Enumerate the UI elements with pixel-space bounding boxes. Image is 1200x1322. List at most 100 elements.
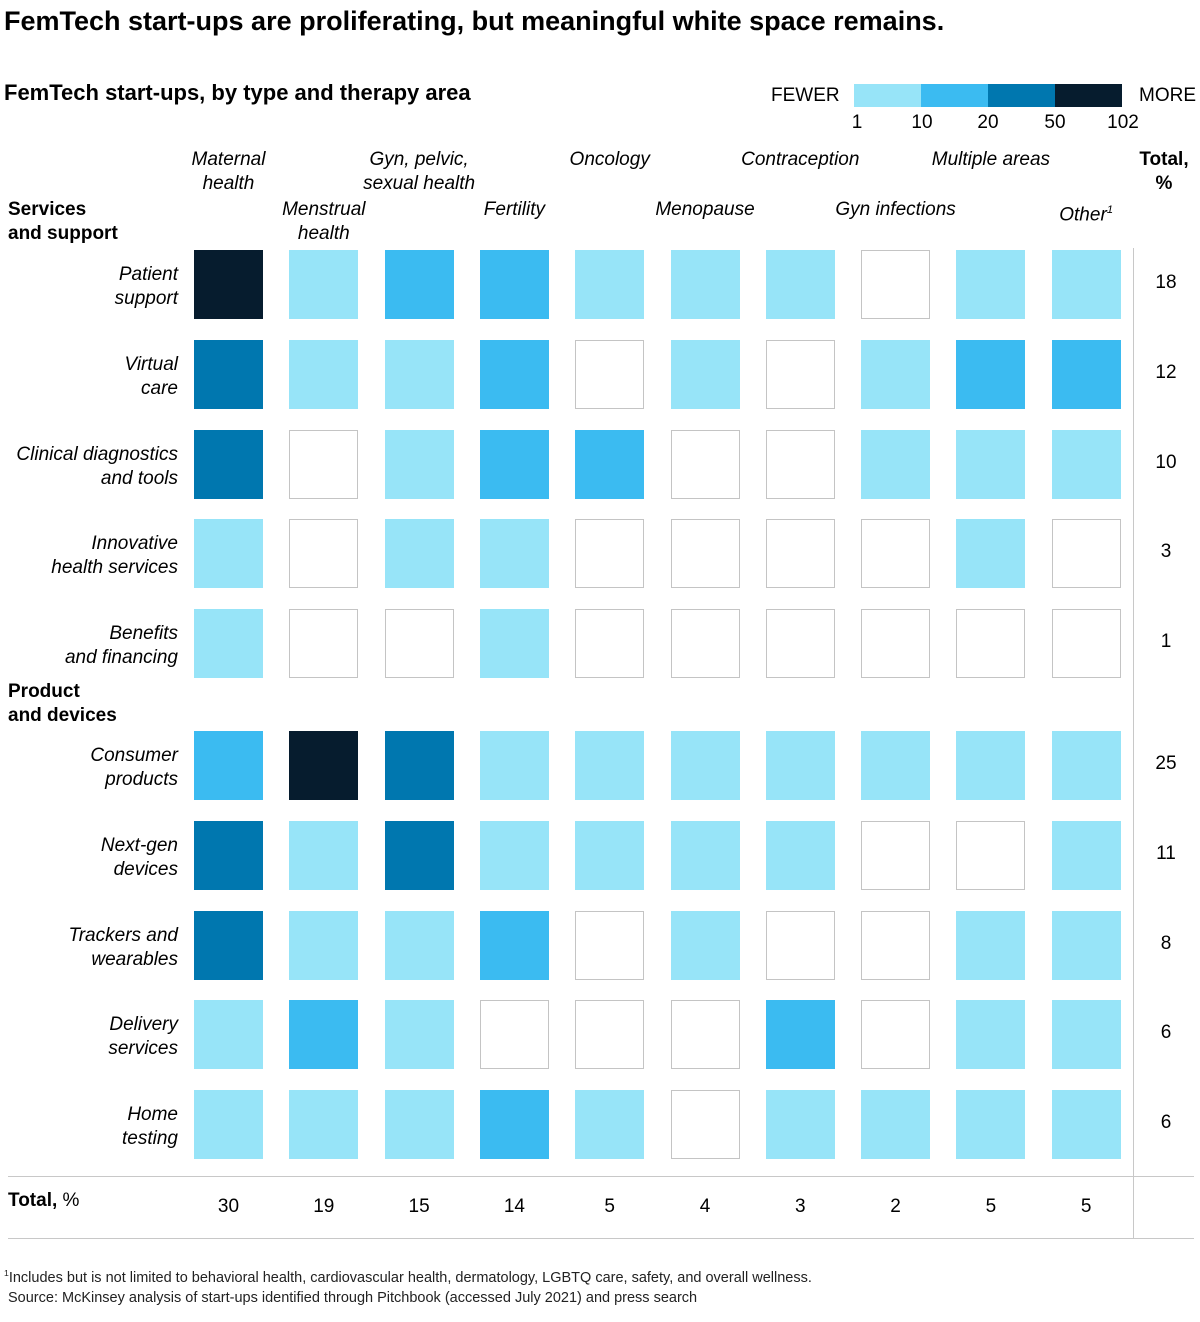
- column-header-line2: health: [202, 173, 255, 194]
- column-header-3: Gyn, pelvic, sexual health: [339, 148, 499, 196]
- heatmap-cell: [384, 430, 454, 499]
- heatmap-cell: [289, 1090, 359, 1159]
- heatmap-cell: [765, 340, 835, 409]
- row-label-line2: care: [141, 378, 178, 399]
- row-label-line2: wearables: [91, 949, 178, 970]
- heatmap-cell: [384, 911, 454, 980]
- heatmap-cell: [670, 731, 740, 800]
- row-total: 8: [1160, 933, 1172, 954]
- heatmap-cell: [289, 609, 359, 678]
- heatmap-cell: [861, 340, 931, 409]
- heatmap-cell: [479, 1000, 549, 1069]
- section-label-1: Services and support: [8, 198, 118, 246]
- heatmap-cell: [384, 609, 454, 678]
- column-header-line1: Multiple areas: [931, 149, 1051, 170]
- heatmap-cell: [384, 519, 454, 588]
- total-row-label-bold: Total,: [8, 1190, 58, 1211]
- heatmap-cell: [1051, 731, 1121, 800]
- column-header-line2: sexual health: [363, 173, 476, 194]
- column-header-line1: Contraception: [741, 149, 860, 170]
- heatmap-cell: [575, 609, 645, 678]
- heatmap-cell: [1051, 430, 1121, 499]
- heatmap-cell: [1051, 250, 1121, 319]
- column-header-line2: health: [297, 223, 350, 244]
- heatmap-cell: [765, 821, 835, 890]
- footnote-1: 1Includes but is not limited to behavior…: [4, 1268, 812, 1286]
- heatmap-cell: [861, 821, 931, 890]
- heatmap-cell: [289, 250, 359, 319]
- total-row-label-unit: %: [57, 1190, 80, 1211]
- column-header-line1: Gyn, pelvic,: [369, 149, 469, 170]
- heatmap-cell: [670, 519, 740, 588]
- heatmap-cell: [575, 519, 645, 588]
- heatmap-cell: [765, 1090, 835, 1159]
- heatmap-cell: [479, 1090, 549, 1159]
- footnote-1-marker: 1: [4, 1268, 9, 1278]
- heatmap-cell: [289, 731, 359, 800]
- total-column-header: Total, %: [1114, 148, 1200, 196]
- heatmap-cell: [1051, 1000, 1121, 1069]
- column-total-2: 19: [313, 1196, 335, 1217]
- heatmap-cell: [956, 340, 1026, 409]
- section-label-line2: and support: [8, 223, 118, 244]
- heatmap-cell: [289, 911, 359, 980]
- row-label-line1: Next-gen: [100, 835, 178, 856]
- row-label-line2: and financing: [64, 647, 178, 668]
- heatmap-cell: [670, 430, 740, 499]
- heatmap-cell: [194, 430, 263, 499]
- heatmap-cell: [479, 731, 549, 800]
- section-label-line2: and devices: [8, 705, 117, 726]
- heatmap-cell: [956, 519, 1026, 588]
- chart-subtitle: FemTech start-ups, by type and therapy a…: [4, 80, 471, 105]
- row-label-line2: services: [108, 1038, 178, 1059]
- row-label-line2: testing: [122, 1128, 178, 1149]
- heatmap-cell: [956, 1000, 1026, 1069]
- heatmap-cell: [670, 250, 740, 319]
- row-label: Benefits and financing: [0, 622, 178, 670]
- heatmap-cell: [1051, 340, 1121, 409]
- heatmap-cell: [670, 821, 740, 890]
- column-total-6: 4: [699, 1196, 711, 1217]
- heatmap-cell: [861, 519, 931, 588]
- row-label: Patient support: [0, 263, 178, 311]
- legend-fewer-label: FEWER: [771, 85, 840, 106]
- heatmap-cell: [575, 731, 645, 800]
- row-label-line2: products: [105, 769, 178, 790]
- column-header-line1: Menopause: [655, 199, 755, 220]
- row-label: Virtual care: [0, 353, 178, 401]
- row-label-line1: Clinical diagnostics: [16, 444, 178, 465]
- row-label-line2: health services: [51, 557, 178, 578]
- heatmap-cell: [956, 430, 1026, 499]
- row-label: Clinical diagnostics and tools: [0, 443, 178, 491]
- heatmap-cell: [194, 250, 263, 319]
- heatmap-cell: [194, 1000, 263, 1069]
- heatmap-cell: [956, 911, 1026, 980]
- column-total-7: 3: [795, 1196, 806, 1217]
- heatmap-cell: [289, 340, 359, 409]
- total-row-bottom-rule: [8, 1238, 1194, 1239]
- heatmap-cell: [479, 250, 549, 319]
- heatmap-cell: [479, 519, 549, 588]
- total-header-line1: Total,: [1139, 149, 1189, 170]
- row-label-line1: Innovative: [91, 533, 178, 554]
- heatmap-cell: [479, 340, 549, 409]
- heatmap-cell: [1051, 1090, 1121, 1159]
- row-label: Consumer products: [0, 744, 178, 792]
- heatmap-cell: [575, 250, 645, 319]
- legend-tick-1: 1: [851, 112, 863, 133]
- legend-swatch-3: [988, 84, 1055, 107]
- heatmap-cell: [289, 519, 359, 588]
- row-total: 10: [1155, 452, 1177, 473]
- row-label-line1: Home: [127, 1104, 178, 1125]
- row-label-line1: Patient: [118, 264, 178, 285]
- heatmap-cell: [765, 250, 835, 319]
- row-label: Trackers and wearables: [0, 924, 178, 972]
- heatmap-cell: [861, 1000, 931, 1069]
- heatmap-cell: [765, 609, 835, 678]
- heatmap-cell: [384, 250, 454, 319]
- row-total: 25: [1155, 753, 1177, 774]
- row-label-line2: and tools: [100, 468, 178, 489]
- section-label-2: Product and devices: [8, 680, 117, 728]
- heatmap-cell: [956, 250, 1026, 319]
- heatmap-cell: [194, 731, 263, 800]
